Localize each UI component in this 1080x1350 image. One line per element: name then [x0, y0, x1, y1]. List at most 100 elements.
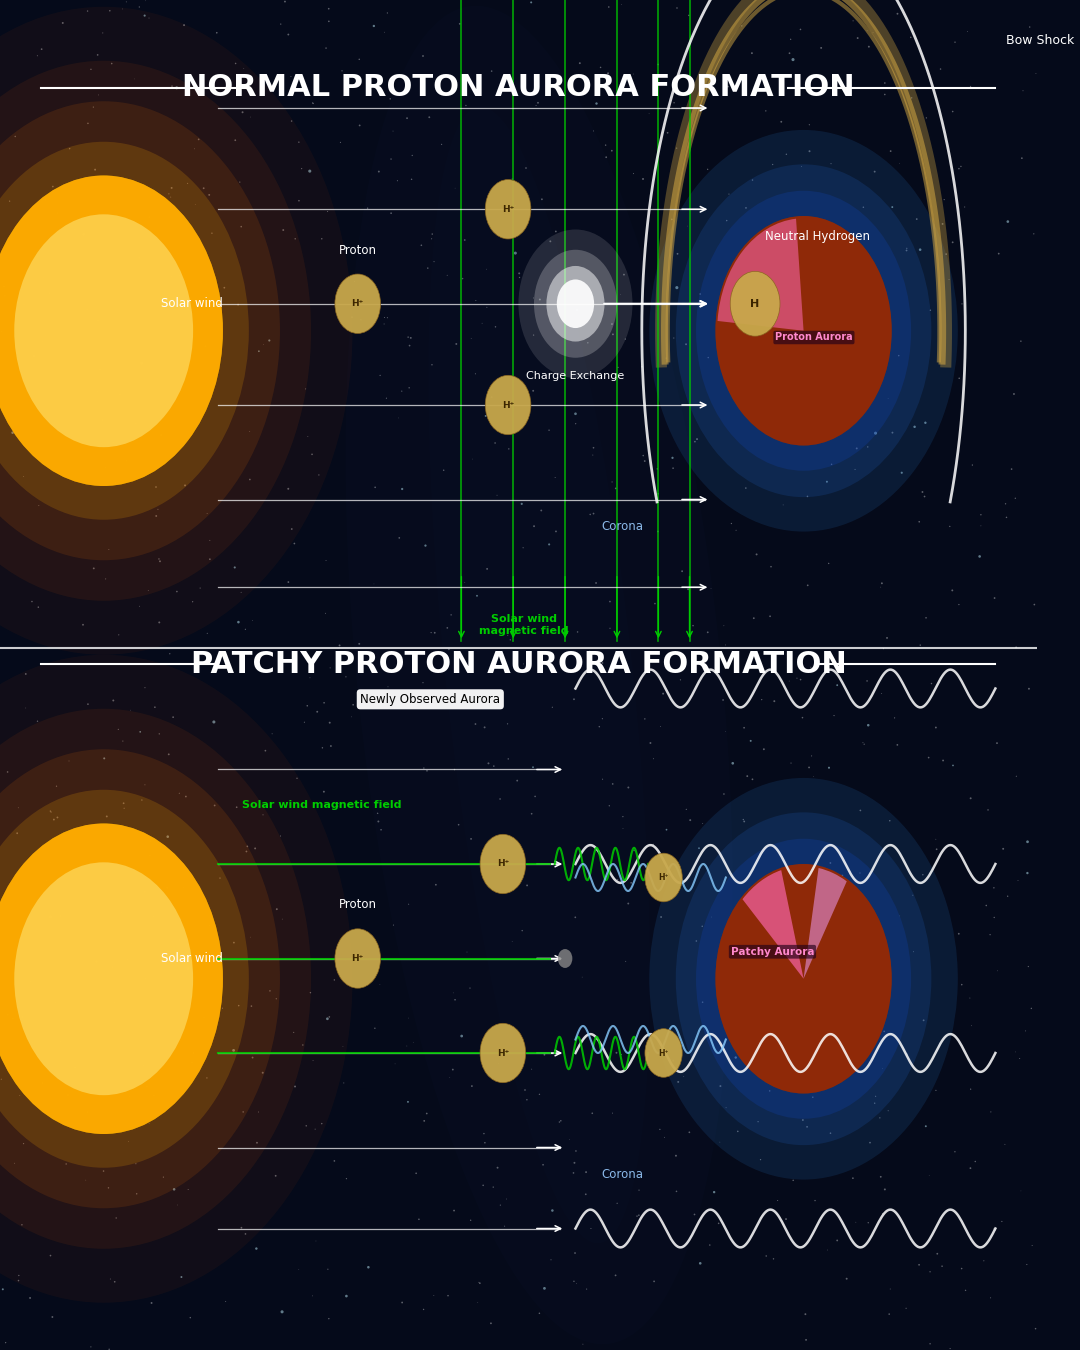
Point	[387, 1053, 404, 1075]
Point	[92, 359, 109, 381]
Point	[972, 504, 989, 525]
Point	[438, 617, 456, 639]
Point	[369, 802, 387, 824]
Point	[268, 988, 285, 1010]
Point	[237, 1223, 254, 1245]
Point	[910, 1254, 928, 1276]
Point	[565, 688, 582, 710]
Point	[822, 1014, 839, 1035]
Point	[872, 576, 889, 598]
Point	[876, 1021, 893, 1042]
Point	[727, 956, 744, 977]
Point	[594, 768, 611, 790]
Point	[778, 143, 795, 165]
Point	[286, 228, 303, 250]
Point	[739, 765, 756, 787]
Point	[717, 721, 734, 743]
Point	[1008, 637, 1025, 659]
Point	[699, 158, 716, 180]
Point	[113, 0, 131, 20]
Point	[416, 1110, 433, 1131]
Point	[761, 606, 779, 628]
Point	[443, 603, 460, 625]
Point	[859, 20, 876, 42]
Point	[822, 852, 839, 873]
Point	[1007, 487, 1024, 509]
Point	[320, 1258, 337, 1280]
Point	[335, 1072, 352, 1094]
Circle shape	[715, 216, 892, 446]
Point	[944, 579, 961, 601]
Point	[384, 914, 402, 936]
Point	[764, 154, 781, 176]
Point	[873, 683, 890, 705]
Point	[874, 1203, 891, 1224]
Point	[710, 1212, 727, 1234]
Text: H⁺: H⁺	[352, 300, 364, 308]
Point	[345, 694, 362, 716]
Point	[475, 1123, 492, 1145]
Point	[928, 838, 945, 860]
Point	[750, 1111, 767, 1133]
Point	[529, 92, 546, 113]
Point	[664, 458, 681, 479]
Point	[875, 637, 892, 659]
Point	[882, 140, 900, 162]
Point	[889, 3, 906, 24]
Point	[670, 1071, 687, 1092]
Circle shape	[0, 709, 311, 1249]
Point	[151, 551, 168, 572]
Point	[542, 1249, 559, 1270]
Point	[105, 690, 122, 711]
Point	[658, 347, 675, 369]
Point	[566, 1152, 583, 1173]
Point	[2, 1061, 19, 1083]
Point	[997, 493, 1014, 514]
Point	[667, 1145, 685, 1166]
Point	[975, 1250, 993, 1272]
Circle shape	[730, 271, 780, 336]
Point	[129, 1050, 146, 1072]
Text: H⁺: H⁺	[659, 873, 669, 882]
Point	[444, 1058, 461, 1080]
Point	[600, 795, 618, 817]
Point	[136, 882, 153, 903]
Point	[338, 1168, 355, 1189]
Point	[476, 1131, 494, 1153]
Point	[649, 521, 666, 543]
Point	[509, 769, 526, 791]
Point	[106, 992, 123, 1014]
Point	[1018, 1254, 1036, 1276]
Circle shape	[0, 824, 222, 1134]
Point	[663, 209, 680, 231]
Point	[988, 732, 1005, 753]
Point	[675, 1065, 692, 1087]
Point	[625, 840, 643, 861]
Point	[438, 265, 456, 286]
Point	[419, 258, 436, 279]
Point	[525, 516, 542, 537]
Point	[30, 495, 48, 517]
Point	[38, 869, 55, 891]
Point	[476, 717, 494, 738]
Point	[376, 22, 393, 43]
Point	[880, 1303, 897, 1324]
Point	[320, 1308, 337, 1330]
Point	[620, 776, 637, 798]
Point	[853, 991, 870, 1012]
Circle shape	[0, 824, 222, 1134]
Point	[609, 356, 626, 378]
Point	[417, 535, 434, 556]
Point	[642, 732, 659, 753]
Circle shape	[558, 949, 572, 968]
Point	[703, 906, 720, 927]
Point	[134, 178, 151, 200]
Point	[131, 0, 148, 18]
Point	[633, 356, 650, 378]
Point	[116, 850, 133, 872]
Point	[1027, 62, 1044, 84]
Point	[390, 408, 407, 429]
Point	[378, 387, 395, 409]
Point	[808, 212, 825, 234]
Point	[282, 66, 299, 88]
